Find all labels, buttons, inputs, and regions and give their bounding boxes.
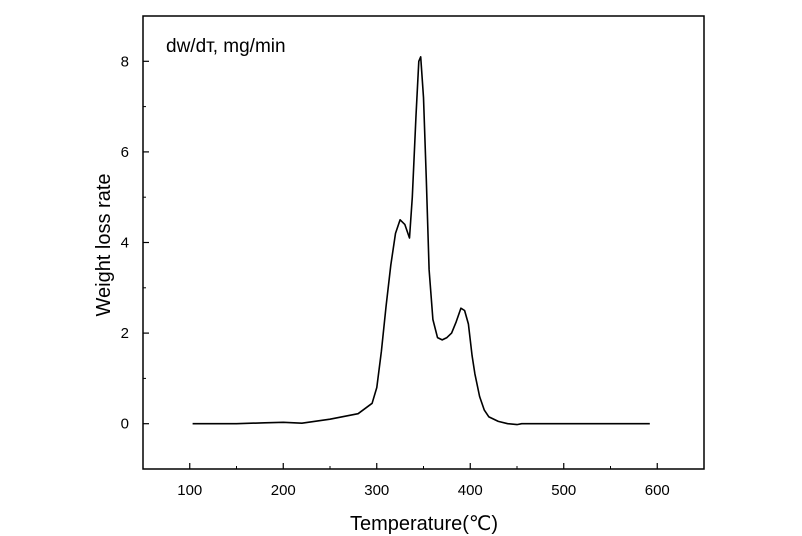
plot-frame xyxy=(142,15,705,470)
plot-area xyxy=(142,15,705,470)
x-tick-label: 100 xyxy=(177,482,202,499)
series-line-1 xyxy=(192,56,650,426)
x-tick-label: 400 xyxy=(458,482,483,499)
y-tick-label: 0 xyxy=(121,416,129,433)
x-tick-label: 500 xyxy=(551,482,576,499)
x-tick-label: 200 xyxy=(271,482,296,499)
y-tick-label: 6 xyxy=(121,144,129,161)
x-tick-label: 600 xyxy=(645,482,670,499)
y-axis: 0 2 4 6 8 xyxy=(121,53,149,433)
x-axis-label: Temperature(℃) xyxy=(350,513,498,535)
x-tick-label: 300 xyxy=(364,482,389,499)
y-axis-label: Weight loss rate xyxy=(93,173,115,316)
x-axis: 100 200 300 400 500 600 xyxy=(177,463,670,499)
y-tick-label: 4 xyxy=(121,235,129,252)
y-tick-label: 2 xyxy=(121,325,129,342)
annotation: dw/dт, mg/min xyxy=(166,36,286,57)
y-tick-label: 8 xyxy=(121,53,129,70)
